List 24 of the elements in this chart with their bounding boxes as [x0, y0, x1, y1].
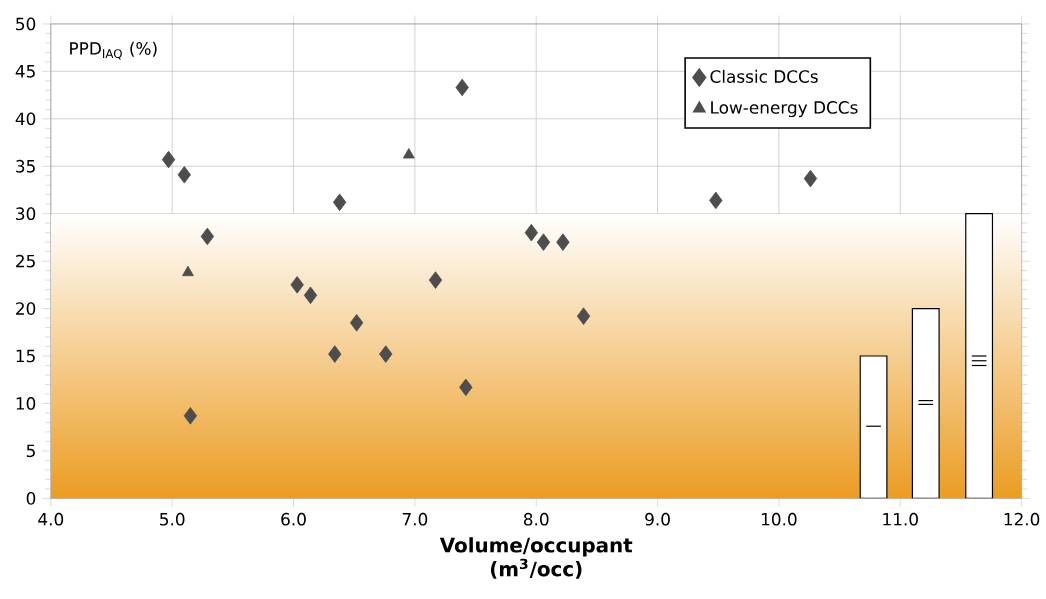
x-tick-label: 9.0	[645, 512, 670, 526]
y-tick-label: 35	[16, 159, 35, 173]
y-tick-label: 25	[16, 254, 35, 268]
y-tick-label: 10	[16, 397, 36, 410]
y-tick-label: 20	[16, 302, 36, 315]
x-tick-label: 8.0	[523, 512, 549, 526]
y-tick-label: 0	[26, 491, 36, 505]
y-tick-label: 15	[16, 349, 35, 363]
legend-label: Classic DCCs	[710, 69, 818, 83]
y-tick-label: 45	[15, 65, 35, 78]
x-tick-label: 10.0	[761, 512, 797, 526]
y-tick-label: 5	[26, 444, 35, 458]
x-tick-label: 12.0	[1004, 512, 1040, 526]
x-tick-label: 5.0	[160, 512, 185, 526]
x-tick-label: 6.0	[281, 512, 306, 526]
x-tick-label: 7.0	[402, 512, 428, 526]
x-tick-label: 11.0	[883, 512, 918, 526]
legend-label: Low-energy DCCs	[711, 101, 858, 118]
x-axis-title: Volume/occupant (m$^{3}$/occ)	[439, 537, 633, 579]
y-tick-label: 40	[15, 112, 36, 126]
y-tick-label: 50	[16, 17, 36, 31]
y-tick-label: 30	[16, 207, 36, 221]
x-tick-label: 4.0	[38, 512, 64, 526]
y-axis-title: PPD$_{IAQ}$ (%)	[70, 41, 157, 60]
